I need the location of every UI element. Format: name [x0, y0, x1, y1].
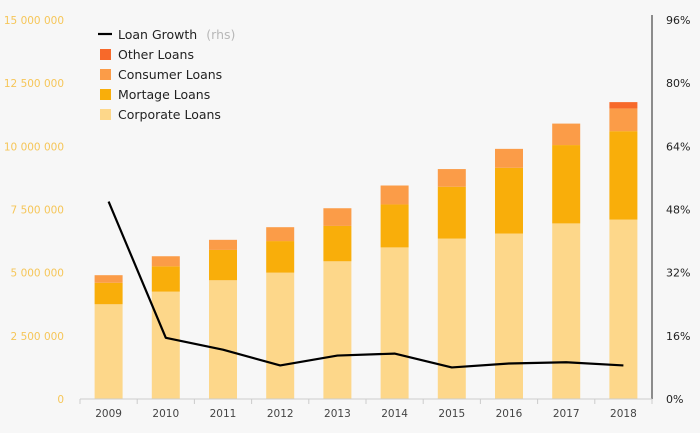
bar-mortage-loans-2011 [209, 249, 237, 281]
bar-corporate-loans-2012 [266, 272, 295, 399]
right-y-tick-label: 80% [666, 77, 690, 90]
loan-growth-line [107, 201, 624, 369]
left-y-tick-label: 5 000 000 [11, 268, 64, 280]
x-tick-label-2012: 2012 [267, 408, 294, 420]
bar-other-loans-2018 [609, 102, 638, 109]
right-y-tick-label: 32% [666, 267, 690, 280]
legend-item-mortage-loans: Mortage Loans [100, 87, 210, 102]
bar-corporate-loans-2016 [495, 233, 523, 399]
legend-item-other-loans: Other Loans [100, 47, 194, 62]
right-y-axis: 0% 16% 32% 48% 64% 80% 96% [666, 14, 690, 406]
bar-consumer-loans-2015 [437, 169, 466, 187]
bar-consumer-loans-2018 [609, 108, 638, 132]
legend-label-mortage-loans: Mortage Loans [118, 87, 210, 102]
legend-swatch-mortage-loans [100, 89, 111, 100]
left-y-tick-label: 15 000 000 [4, 15, 64, 27]
bar-consumer-loans-2009 [94, 275, 123, 283]
x-tick-label-2010: 2010 [152, 408, 179, 420]
bar-consumer-loans-2016 [495, 148, 523, 168]
bar-mortage-loans-2010 [151, 266, 180, 292]
bar-mortage-loans-2013 [323, 225, 352, 262]
right-y-tick-label: 96% [666, 14, 690, 27]
legend-note-rhs: (rhs) [206, 27, 235, 42]
bar-consumer-loans-2010 [151, 256, 180, 267]
right-y-tick-label: 16% [666, 330, 690, 343]
left-y-tick-label: 7 500 000 [11, 205, 64, 217]
bar-consumer-loans-2012 [266, 227, 295, 242]
legend-swatch-corporate-loans [100, 109, 111, 120]
bar-corporate-loans-2010 [151, 291, 180, 399]
legend: Loan Growth (rhs) Other Loans Consumer L… [98, 24, 235, 122]
bar-consumer-loans-2014 [380, 185, 409, 205]
bar-mortage-loans-2015 [437, 186, 466, 239]
left-y-axis: 0 2 500 000 5 000 000 7 500 000 10 000 000 12… [4, 15, 64, 406]
bar-mortage-loans-2018 [609, 131, 638, 220]
bar-consumer-loans-2017 [552, 123, 581, 146]
legend-swatch-consumer-loans [100, 69, 111, 80]
legend-label-loan-growth: Loan Growth [118, 27, 197, 42]
bar-consumer-loans-2013 [323, 208, 352, 226]
x-tick-label-2013: 2013 [324, 408, 351, 420]
bar-mortage-loans-2017 [552, 145, 581, 224]
x-tick-label-2014: 2014 [381, 408, 408, 420]
bar-corporate-loans-2011 [209, 280, 237, 399]
svg-text:Loan Growth (rhs): Loan Growth (rhs) [118, 24, 235, 43]
legend-label-corporate-loans: Corporate Loans [118, 107, 221, 122]
legend-label-other-loans: Other Loans [118, 47, 194, 62]
bar-corporate-loans-2018 [609, 219, 638, 399]
left-y-tick-label: 2 500 000 [11, 331, 64, 343]
bar-mortage-loans-2012 [266, 241, 295, 273]
left-y-tick-label: 10 000 000 [4, 141, 64, 153]
x-tick-label-2009: 2009 [95, 408, 122, 420]
x-tick-label-2018: 2018 [610, 408, 637, 420]
bar-mortage-loans-2009 [94, 282, 123, 305]
legend-swatch-other-loans [100, 49, 111, 60]
bar-corporate-loans-2009 [94, 304, 123, 399]
legend-item-corporate-loans: Corporate Loans [100, 107, 221, 122]
x-axis-ticks: 2009 2010 2011 2012 2013 2014 2015 2016 2017 2018 [79, 399, 653, 420]
bar-corporate-loans-2014 [380, 247, 409, 399]
bar-mortage-loans-2014 [380, 204, 409, 248]
right-y-tick-label: 48% [666, 204, 690, 217]
bars-group [94, 102, 638, 399]
x-tick-label-2017: 2017 [553, 408, 580, 420]
x-tick-label-2011: 2011 [210, 408, 237, 420]
x-tick-label-2016: 2016 [496, 408, 523, 420]
x-tick-label-2015: 2015 [438, 408, 465, 420]
bar-corporate-loans-2015 [437, 238, 466, 399]
bar-mortage-loans-2016 [495, 167, 523, 234]
bar-corporate-loans-2013 [323, 261, 352, 399]
legend-label-consumer-loans: Consumer Loans [118, 67, 222, 82]
right-y-tick-label: 0% [666, 393, 683, 406]
legend-item-loan-growth: Loan Growth (rhs) [98, 24, 235, 43]
right-y-tick-label: 64% [666, 140, 690, 153]
plot-area [80, 15, 653, 400]
left-y-tick-label: 12 500 000 [4, 78, 64, 90]
bar-corporate-loans-2017 [552, 223, 581, 399]
left-y-tick-label: 0 [57, 394, 64, 406]
bar-consumer-loans-2011 [209, 239, 237, 250]
legend-item-consumer-loans: Consumer Loans [100, 67, 222, 82]
